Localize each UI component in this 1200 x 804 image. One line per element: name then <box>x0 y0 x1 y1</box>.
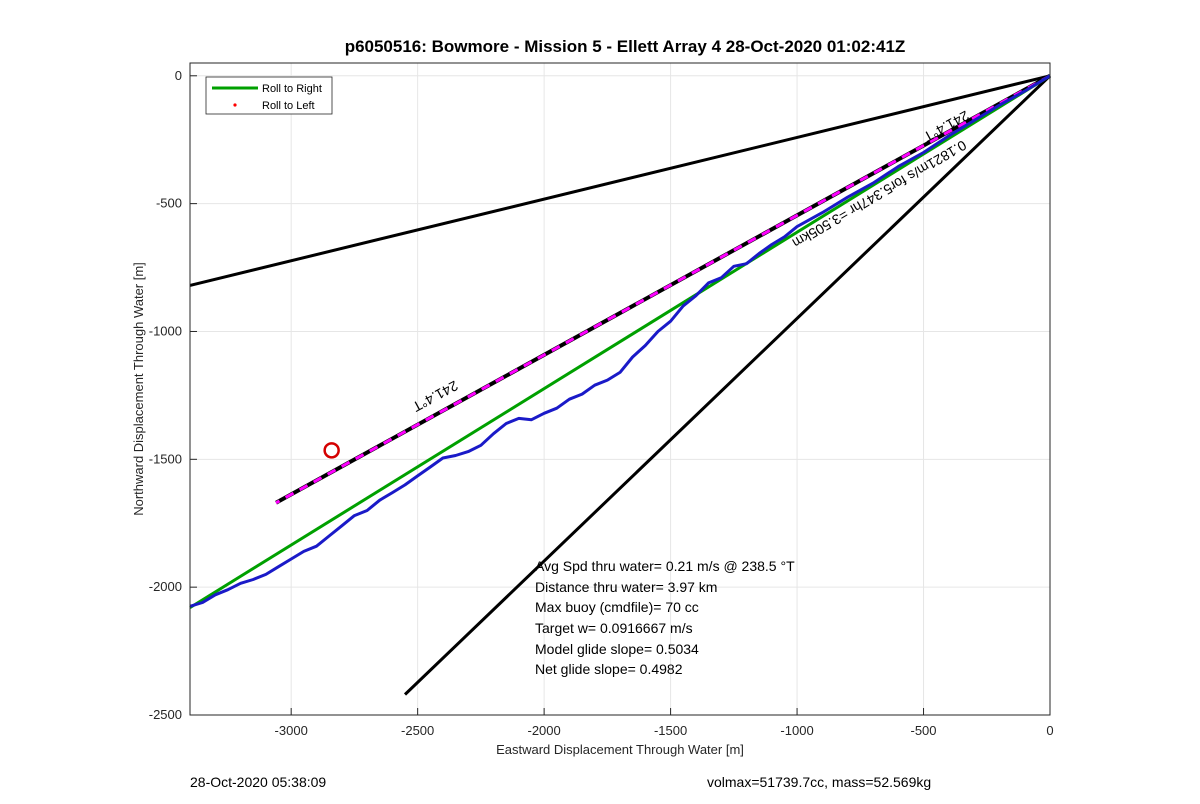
roll-right-line <box>189 74 1051 609</box>
y-tick-label: -1000 <box>149 323 182 338</box>
x-tick-label: -500 <box>911 723 937 738</box>
stats-line: Target w= 0.0916667 m/s <box>535 620 693 636</box>
y-tick-label: 0 <box>175 68 182 83</box>
axes-box <box>189 62 1051 716</box>
heading-line <box>275 74 1051 505</box>
x-tick-label: -2500 <box>401 723 434 738</box>
stats-block: Avg Spd thru water= 0.21 m/s @ 238.5 °T … <box>535 558 795 677</box>
legend-box <box>205 76 333 115</box>
x-tick-label: -2000 <box>527 723 560 738</box>
stats-line: Model glide slope= 0.5034 <box>535 641 699 657</box>
y-tick-label: -2000 <box>149 579 182 594</box>
y-tick-label: -500 <box>156 196 182 211</box>
y-tick-label: -2500 <box>149 707 182 722</box>
y-tick-label: -1500 <box>149 451 182 466</box>
legend: Roll to Right Roll to Left <box>205 76 333 115</box>
legend-label-roll-right: Roll to Right <box>262 83 322 95</box>
stats-line: Max buoy (cmdfile)= 70 cc <box>535 599 699 615</box>
chart-title: p6050516: Bowmore - Mission 5 - Ellett A… <box>345 37 906 56</box>
plot-area <box>190 63 1050 715</box>
stats-line: Distance thru water= 3.97 km <box>535 579 717 595</box>
footer-params: volmax=51739.7cc, mass=52.569kg <box>707 774 931 790</box>
x-tick-label: -3000 <box>275 723 308 738</box>
stats-line: Net glide slope= 0.4982 <box>535 661 683 677</box>
footer-timestamp: 28-Oct-2020 05:38:09 <box>190 774 326 790</box>
x-tick-label: -1000 <box>780 723 813 738</box>
x-axis-label: Eastward Displacement Through Water [m] <box>496 742 744 757</box>
waypoint-marker <box>323 442 340 459</box>
track-line <box>189 74 1051 608</box>
bound-line-north <box>189 74 1051 287</box>
legend-swatch-roll-left <box>233 103 237 107</box>
bound-line-south <box>403 74 1052 696</box>
y-axis-label: Northward Displacement Through Water [m] <box>131 262 146 516</box>
stats-line: Avg Spd thru water= 0.21 m/s @ 238.5 °T <box>535 558 795 574</box>
x-tick-label: 0 <box>1046 723 1053 738</box>
x-tick-label: -1500 <box>654 723 687 738</box>
legend-label-roll-left: Roll to Left <box>262 100 315 112</box>
